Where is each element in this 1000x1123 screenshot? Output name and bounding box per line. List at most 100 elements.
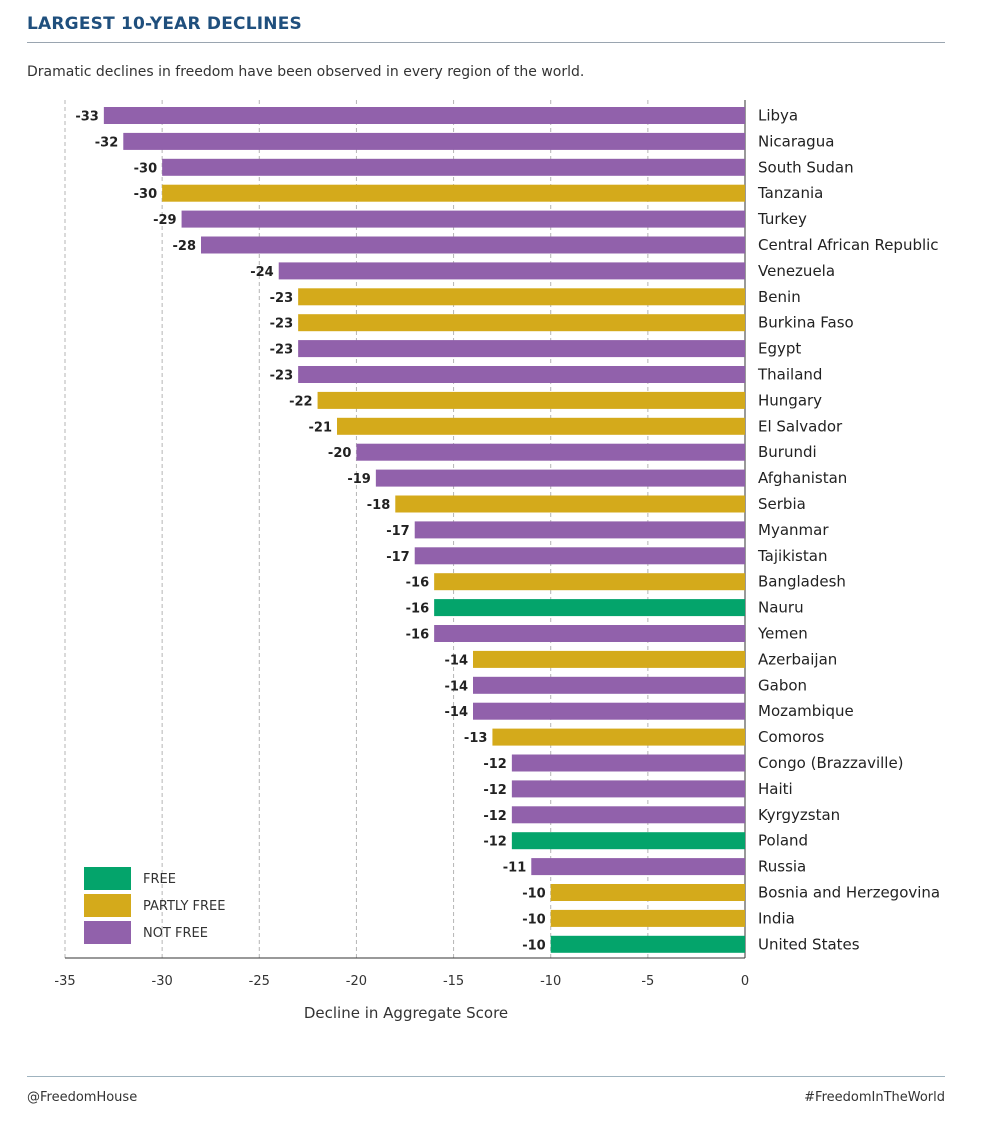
bar-value-label: -12 <box>483 809 507 824</box>
bar-value-label: -13 <box>464 731 488 746</box>
bar <box>434 625 745 642</box>
x-tick-label: -25 <box>249 974 270 989</box>
bar <box>298 340 745 358</box>
country-label: Afghanistan <box>758 469 847 487</box>
bar <box>278 262 745 280</box>
country-label: Comoros <box>758 728 824 746</box>
country-label: Burundi <box>758 443 817 461</box>
bar-value-label: -18 <box>367 498 391 513</box>
country-label: Nicaragua <box>758 132 834 150</box>
bar-value-label: -20 <box>328 446 352 461</box>
chart-subtitle: Dramatic declines in freedom have been o… <box>27 64 585 80</box>
x-tick-label: 0 <box>741 974 749 989</box>
country-label: Congo (Brazzaville) <box>758 754 904 772</box>
legend-swatch <box>84 867 131 890</box>
bar-value-label: -12 <box>483 835 507 850</box>
country-label: Azerbaijan <box>758 650 837 668</box>
bar <box>550 909 745 927</box>
country-label: Hungary <box>758 391 822 409</box>
country-label: Russia <box>758 858 806 876</box>
country-label: Nauru <box>758 599 804 617</box>
country-label: Yemen <box>757 625 808 643</box>
legend-label: NOT FREE <box>143 926 208 941</box>
bar-value-label: -16 <box>406 628 430 643</box>
footer-hashtag[interactable]: #FreedomInTheWorld <box>804 1090 945 1105</box>
country-label: Libya <box>758 107 798 125</box>
x-tick-label: -10 <box>540 974 561 989</box>
country-label: Egypt <box>758 340 801 358</box>
x-tick-label: -30 <box>152 974 173 989</box>
bar-value-label: -14 <box>445 653 469 668</box>
bar <box>103 107 746 124</box>
footer-handle[interactable]: @FreedomHouse <box>27 1090 138 1105</box>
country-label: Thailand <box>757 366 822 384</box>
x-tick-label: -20 <box>346 974 367 989</box>
bar-value-label: -16 <box>406 576 430 591</box>
country-label: El Salvador <box>758 417 843 435</box>
bar <box>550 935 745 953</box>
bar-value-label: -32 <box>95 135 119 150</box>
bar <box>298 288 745 306</box>
bar-value-label: -23 <box>270 317 294 332</box>
legend-label: PARTLY FREE <box>143 899 225 914</box>
bar <box>511 832 745 850</box>
bar-value-label: -11 <box>503 861 527 876</box>
bar <box>375 469 745 487</box>
legend-swatch <box>84 894 131 917</box>
country-label: Mozambique <box>758 702 854 720</box>
bar <box>337 417 745 435</box>
bar <box>123 132 746 150</box>
legend-label: FREE <box>143 872 176 887</box>
bar <box>434 599 745 617</box>
bar-value-label: -16 <box>406 602 430 617</box>
bar <box>434 573 745 591</box>
country-label: Haiti <box>758 780 793 798</box>
bar <box>473 702 745 720</box>
bar-value-label: -10 <box>522 887 546 902</box>
bar <box>414 521 745 539</box>
bar <box>550 884 745 901</box>
title-divider <box>27 42 945 43</box>
country-label: Tanzania <box>757 184 823 202</box>
bar-value-label: -19 <box>347 472 371 487</box>
bar-value-label: -12 <box>483 757 507 772</box>
bar-value-label: -24 <box>250 265 274 280</box>
country-label: Serbia <box>758 495 806 513</box>
bar-value-label: -22 <box>289 394 313 409</box>
bar-chart: -35 -30 -25 -20 -15 -10 -5 0 Decline in Aggregat… <box>54 100 940 1022</box>
bar <box>162 158 746 176</box>
bar <box>181 210 746 228</box>
bar-value-label: -10 <box>522 912 546 927</box>
footer-divider <box>27 1076 945 1077</box>
legend-swatch <box>84 921 131 944</box>
country-label: Tajikistan <box>757 547 827 565</box>
bar <box>511 754 745 772</box>
bar <box>356 443 745 461</box>
bar <box>162 184 746 202</box>
x-tick-label: -15 <box>443 974 464 989</box>
x-axis-label: Decline in Aggregate Score <box>304 1004 508 1022</box>
bar-value-label: -28 <box>173 239 197 254</box>
bar <box>298 366 745 383</box>
country-label: South Sudan <box>758 158 854 176</box>
bar-value-label: -30 <box>134 161 158 176</box>
country-label: Gabon <box>758 676 807 694</box>
bar-value-label: -23 <box>270 343 294 358</box>
bar <box>511 806 745 824</box>
bar <box>298 314 745 332</box>
country-label: Benin <box>758 288 801 306</box>
bar <box>531 858 745 876</box>
bar-value-label: -23 <box>270 291 294 306</box>
country-label: United States <box>758 935 860 953</box>
country-label: Myanmar <box>758 521 829 539</box>
bar-value-label: -17 <box>386 550 410 565</box>
country-label: Bangladesh <box>758 573 846 591</box>
country-label: Venezuela <box>758 262 835 280</box>
bar-value-label: -17 <box>386 524 410 539</box>
chart-title: LARGEST 10-YEAR DECLINES <box>27 14 302 34</box>
bar <box>201 236 745 254</box>
country-label: Turkey <box>757 210 807 228</box>
bar-value-label: -29 <box>153 213 177 228</box>
country-label: Burkina Faso <box>758 314 854 332</box>
bar <box>473 676 745 694</box>
